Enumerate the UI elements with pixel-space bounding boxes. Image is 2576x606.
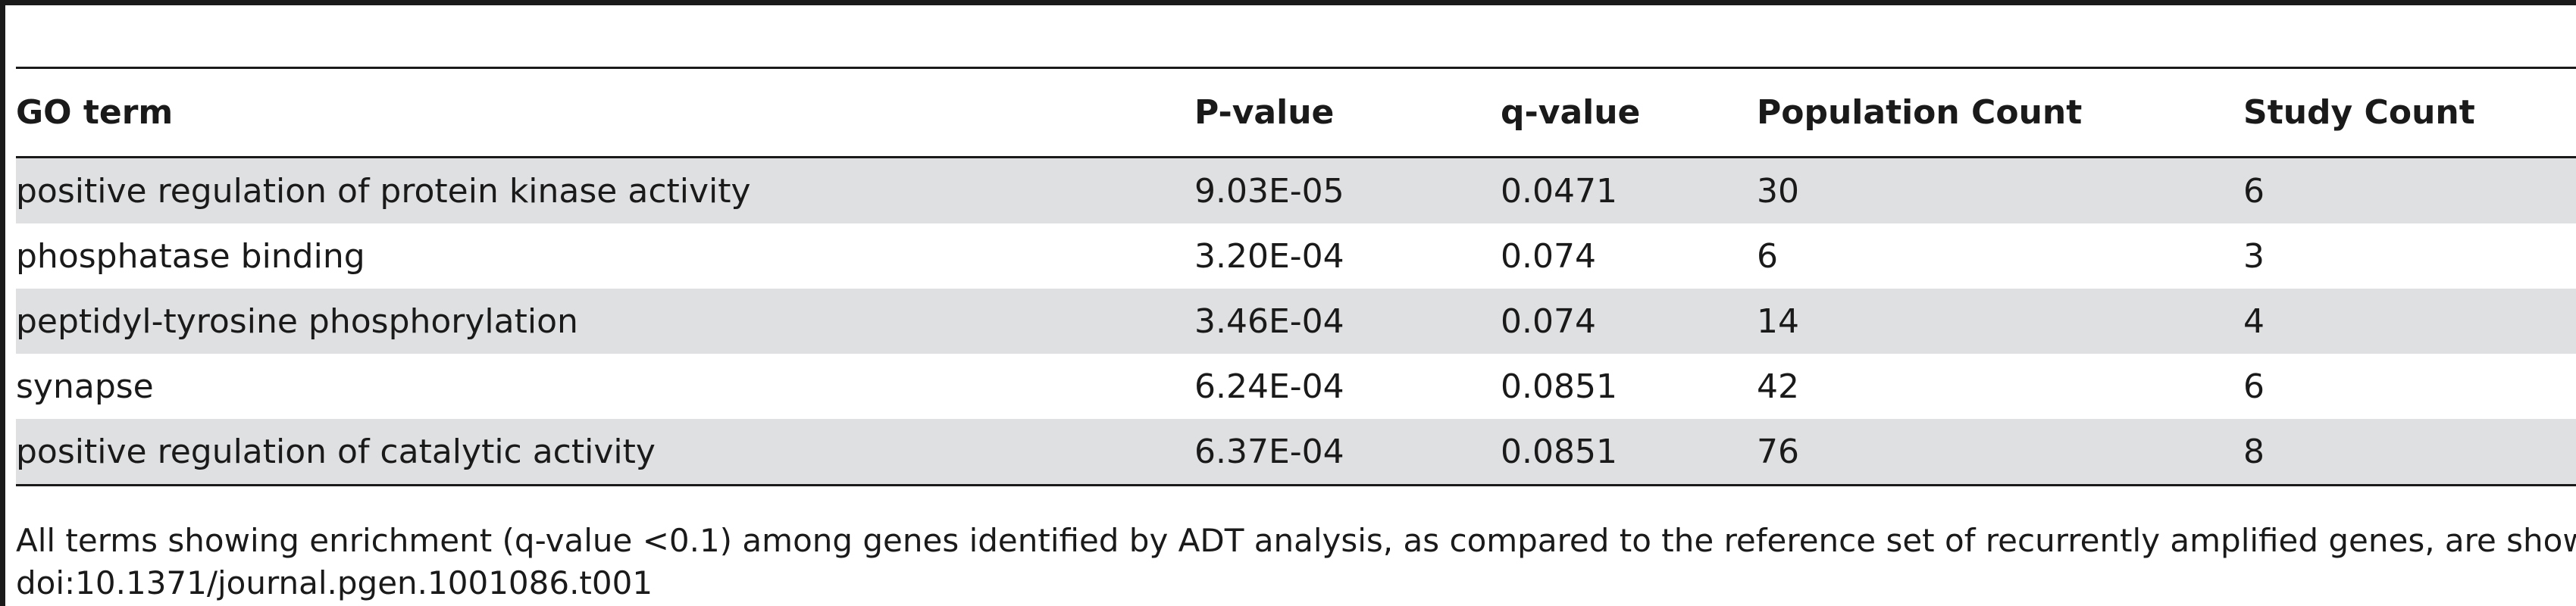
cell-p-value: 3.20E-04 (1194, 236, 1344, 276)
table-row: phosphatase binding 3.20E-04 0.074 6 3 (16, 223, 2576, 289)
table-top-rule (16, 67, 2576, 69)
cell-p-value: 9.03E-05 (1194, 171, 1344, 211)
cell-population-count: 30 (1757, 171, 1799, 211)
cell-go-term: positive regulation of catalytic activit… (16, 432, 656, 471)
header-q-value: q-value (1501, 93, 1641, 132)
cell-q-value: 0.074 (1501, 301, 1596, 341)
cell-study-count: 6 (2243, 367, 2265, 406)
cell-study-count: 4 (2243, 301, 2265, 341)
cell-go-term: positive regulation of protein kinase ac… (16, 171, 751, 211)
cell-q-value: 0.0471 (1501, 171, 1617, 211)
cell-q-value: 0.0851 (1501, 367, 1617, 406)
cell-go-term: phosphatase binding (16, 236, 365, 276)
left-border (0, 0, 5, 606)
doi-link[interactable]: doi:10.1371/journal.pgen.1001086.t001 (16, 564, 653, 601)
cell-go-term: synapse (16, 367, 154, 406)
header-go-term: GO term (16, 93, 174, 132)
table-header-row: GO term P-value q-value Population Count… (16, 69, 2576, 158)
header-p-value: P-value (1194, 93, 1335, 132)
header-population-count: Population Count (1757, 93, 2083, 132)
cell-p-value: 6.24E-04 (1194, 367, 1344, 406)
cell-population-count: 42 (1757, 367, 1799, 406)
top-rule (5, 0, 2576, 5)
cell-p-value: 6.37E-04 (1194, 432, 1344, 471)
cell-q-value: 0.074 (1501, 236, 1596, 276)
cell-study-count: 6 (2243, 171, 2265, 211)
cell-go-term: peptidyl-tyrosine phosphorylation (16, 301, 578, 341)
table-row: peptidyl-tyrosine phosphorylation 3.46E-… (16, 289, 2576, 354)
table-row: positive regulation of protein kinase ac… (16, 158, 2576, 223)
cell-population-count: 14 (1757, 301, 1799, 341)
cell-study-count: 8 (2243, 432, 2265, 471)
table-row: synapse 6.24E-04 0.0851 42 6 (16, 354, 2576, 419)
cell-q-value: 0.0851 (1501, 432, 1617, 471)
cell-study-count: 3 (2243, 236, 2265, 276)
table-footnote: All terms showing enrichment (q-value <0… (16, 522, 2576, 559)
table-row: positive regulation of catalytic activit… (16, 419, 2576, 486)
data-table: GO term P-value q-value Population Count… (16, 67, 2576, 486)
cell-p-value: 3.46E-04 (1194, 301, 1344, 341)
cell-population-count: 6 (1757, 236, 1778, 276)
cell-population-count: 76 (1757, 432, 1799, 471)
header-study-count: Study Count (2243, 93, 2475, 132)
